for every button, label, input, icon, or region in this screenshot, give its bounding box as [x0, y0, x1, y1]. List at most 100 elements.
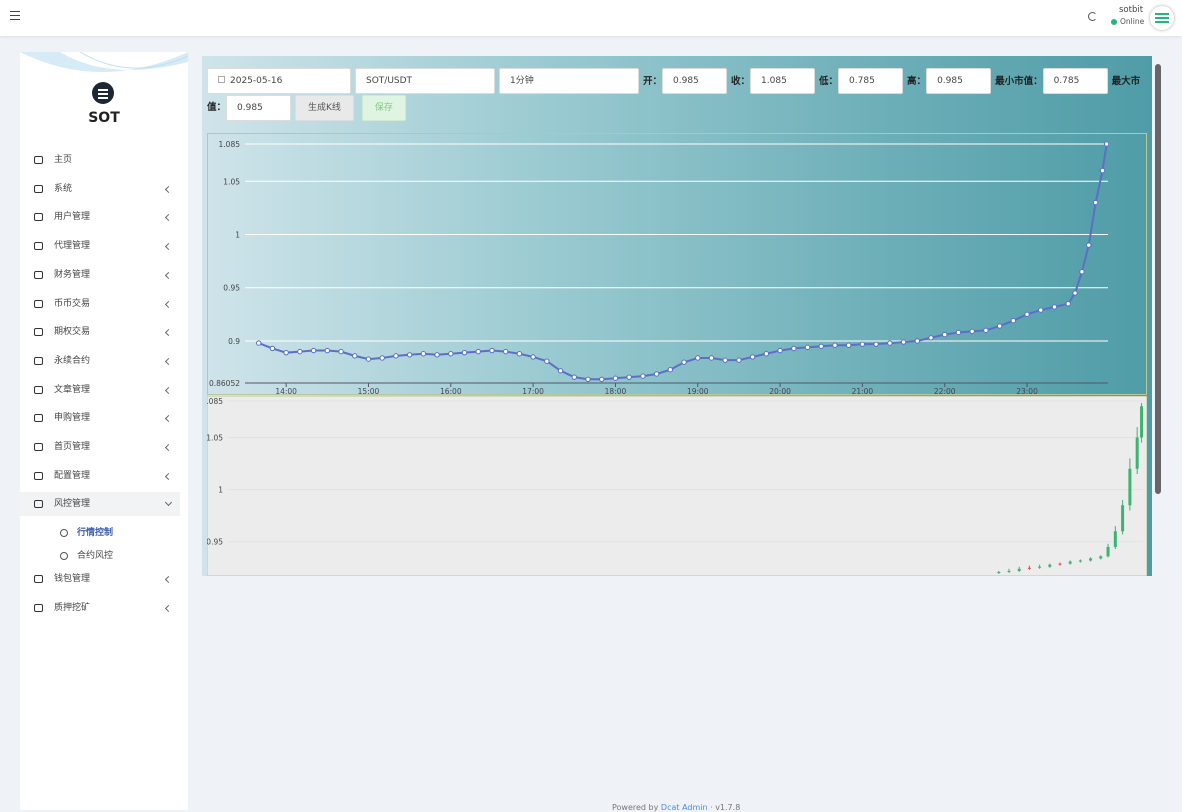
- pair-select[interactable]: SOT/USDT: [355, 68, 495, 94]
- save-button[interactable]: 保存: [361, 94, 406, 121]
- candle-body: [1140, 406, 1144, 438]
- field-input[interactable]: 0.985: [662, 68, 728, 94]
- price-point: [365, 356, 372, 362]
- status-dot: [1111, 19, 1117, 25]
- avatar[interactable]: [1150, 6, 1174, 30]
- footer-version: · v1.7.8: [707, 803, 741, 812]
- price-point: [502, 348, 509, 355]
- menu-item[interactable]: 主页: [20, 148, 180, 172]
- menu-icon: [34, 356, 43, 365]
- price-point: [1065, 301, 1071, 307]
- menu-icon: [34, 500, 43, 509]
- menu-item[interactable]: 配置管理: [20, 464, 180, 488]
- menu-toggle[interactable]: [10, 11, 20, 20]
- menu-item[interactable]: 财务管理: [20, 263, 180, 287]
- menu-item[interactable]: 申购管理: [20, 406, 180, 430]
- generate-button[interactable]: 生成K线: [295, 94, 354, 121]
- price-point: [1099, 167, 1106, 174]
- price-point: [352, 353, 358, 359]
- interval-select[interactable]: 1分钟: [499, 68, 639, 94]
- x-tick-label: 17:00: [522, 387, 544, 395]
- field-input[interactable]: 0.985: [226, 94, 292, 121]
- menu-label: 币币交易: [54, 298, 91, 309]
- candle-body: [1099, 556, 1103, 559]
- y-tick-label: 0.95: [207, 538, 223, 547]
- menu-arrow: [164, 499, 173, 507]
- price-point: [914, 338, 920, 344]
- field-input[interactable]: 0.785: [1042, 68, 1108, 94]
- scrollbar[interactable]: [1154, 56, 1162, 576]
- menu-icon: [60, 529, 68, 538]
- price-point: [695, 355, 701, 361]
- menu-icon: [34, 414, 43, 423]
- price-point: [736, 357, 742, 363]
- menu-item[interactable]: 钱包管理: [20, 567, 180, 591]
- price-point: [530, 354, 536, 360]
- submenu-item[interactable]: 合约风控: [20, 544, 180, 568]
- price-point: [256, 340, 262, 346]
- menu-arrow: [164, 443, 173, 452]
- menu-label: 申购管理: [54, 413, 91, 424]
- menu-item[interactable]: 系统: [20, 177, 180, 201]
- date-input[interactable]: 2025-05-16: [207, 68, 351, 94]
- date-value: 2025-05-16: [230, 76, 283, 86]
- field-label: 高：: [907, 75, 927, 87]
- price-point: [297, 348, 303, 355]
- user-name[interactable]: sotbit: [1119, 5, 1144, 15]
- x-tick-label: 22:00: [934, 387, 956, 395]
- menu-icon: [34, 184, 43, 193]
- price-point: [338, 348, 344, 355]
- price-point: [749, 354, 756, 360]
- menu-arrow: [164, 185, 173, 193]
- chart-frame: [207, 133, 1147, 395]
- interval-value: 1分钟: [510, 76, 534, 86]
- menu-item[interactable]: 质押挖矿: [20, 596, 180, 620]
- x-tick-label: 18:00: [605, 387, 627, 395]
- menu-arrow: [164, 415, 173, 423]
- submenu-item[interactable]: 行情控制: [20, 521, 180, 545]
- candle-body: [1106, 546, 1110, 557]
- price-point: [585, 376, 591, 382]
- menu-item[interactable]: 风控管理: [20, 492, 180, 517]
- price-point: [983, 327, 989, 334]
- menu-item[interactable]: 文章管理: [20, 378, 180, 402]
- menu-icon: [34, 328, 43, 337]
- y-tick-label: 1: [235, 230, 240, 239]
- menu-item[interactable]: 用户管理: [20, 205, 180, 229]
- footer-link[interactable]: Dcat Admin: [660, 803, 708, 812]
- price-point: [1086, 242, 1092, 248]
- menu-item[interactable]: 币币交易: [20, 292, 180, 316]
- candle-body: [1113, 531, 1117, 547]
- field-input[interactable]: 0.785: [838, 68, 904, 94]
- price-point: [393, 353, 399, 359]
- menu-icon: [34, 242, 43, 251]
- field-label: 最小市值：: [995, 75, 1043, 87]
- x-tick-label: 19:00: [687, 387, 709, 395]
- candle-body: [1078, 560, 1082, 562]
- price-point: [1103, 141, 1110, 147]
- menu-arrow: [164, 357, 173, 365]
- menu-item[interactable]: 代理管理: [20, 234, 180, 258]
- menu-arrow: [164, 300, 173, 308]
- price-point: [928, 335, 934, 341]
- menu-item[interactable]: 首页管理: [20, 435, 180, 459]
- x-tick-label: 23:00: [1016, 387, 1038, 395]
- price-point: [1051, 304, 1058, 310]
- price-point: [900, 339, 907, 345]
- menu-label: 首页管理: [54, 442, 91, 452]
- menu-icon: [34, 443, 43, 451]
- field-input[interactable]: 0.985: [926, 68, 992, 94]
- menu-item[interactable]: 永续合约: [20, 349, 180, 373]
- field-input[interactable]: 1.085: [750, 68, 816, 94]
- menu-icon: [34, 299, 43, 308]
- candle-body: [997, 571, 1001, 573]
- theme-toggle[interactable]: [1088, 12, 1097, 21]
- field-label: 低：: [819, 75, 839, 87]
- menu-arrow: [164, 329, 173, 337]
- price-point: [859, 341, 866, 347]
- menu-label: 代理管理: [54, 241, 91, 252]
- price-point: [406, 352, 413, 358]
- top-bar: sotbit Online: [0, 0, 1182, 36]
- menu-item[interactable]: 期权交易: [20, 320, 180, 344]
- menu-icon: [34, 213, 43, 222]
